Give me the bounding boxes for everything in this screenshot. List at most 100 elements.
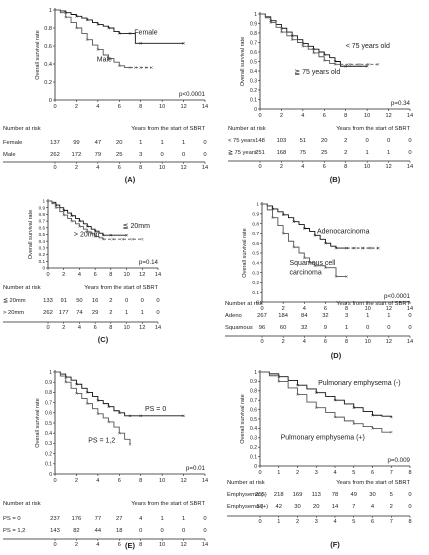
censor-mark	[85, 391, 89, 394]
x-tick-label: 6	[371, 470, 374, 476]
risk-value: 74	[76, 310, 83, 316]
x-axis-label: Years from the start of SBRT	[131, 501, 205, 507]
y-tick-label: 0.6	[250, 50, 257, 56]
risk-value: 0	[156, 298, 159, 304]
x-tick-label: 8	[408, 470, 411, 476]
risk-value: 103	[277, 138, 287, 144]
risk-value: 1	[161, 516, 164, 522]
series-label: carcinoma	[289, 270, 321, 277]
risk-row-label: Adeno	[225, 313, 242, 319]
risk-axis-tick-label: 8	[344, 164, 347, 170]
risk-value: 20	[313, 504, 319, 510]
censor-mark	[277, 380, 281, 383]
y-tick-label: 0.8	[250, 389, 257, 395]
risk-value: 251	[255, 150, 265, 156]
y-tick-label: 0.1	[250, 97, 257, 103]
risk-value: 60	[280, 325, 286, 331]
censor-mark	[333, 62, 337, 66]
risk-axis-tick-label: 0	[53, 165, 56, 171]
risk-axis-tick-label: 6	[371, 519, 374, 525]
censor-mark	[367, 62, 370, 66]
censor-mark	[140, 237, 144, 241]
series-label: Female	[134, 29, 157, 36]
y-tick-label: 0.8	[252, 221, 259, 227]
censor-mark	[128, 414, 132, 418]
risk-value: 51	[300, 138, 306, 144]
risk-value: 148	[255, 138, 265, 144]
y-tick-label: 0	[254, 464, 257, 470]
risk-value: 99	[73, 140, 79, 146]
censor-mark	[292, 245, 296, 249]
risk-axis-tick-label: 6	[94, 325, 97, 331]
y-axis-label: Overall survival rate	[35, 398, 41, 447]
x-tick-label: 6	[118, 478, 121, 484]
censor-mark	[301, 44, 305, 48]
y-axis-label: Overall survival rate	[28, 210, 34, 259]
y-tick-label: 0.3	[250, 436, 257, 442]
censor-mark	[357, 62, 361, 66]
p-value: p=0.009	[387, 457, 410, 464]
risk-value: 0	[366, 138, 369, 144]
series-label: Pulmonary emphysema (-)	[318, 380, 400, 387]
censor-mark	[125, 233, 128, 237]
x-tick-label: 10	[159, 478, 165, 484]
risk-table-title: Number at risk	[228, 126, 266, 132]
panel-c: 00.10.20.30.40.50.60.70.80.910 2 4 6 8 10 12 14…	[3, 199, 161, 344]
risk-value: 16	[92, 298, 98, 304]
risk-value: 32	[322, 313, 328, 319]
y-tick-label: 0.3	[45, 441, 52, 447]
y-tick-label: 0.9	[252, 211, 259, 217]
x-tick-label: 14	[155, 272, 161, 278]
series-line	[55, 9, 184, 44]
p-value: p<0.0001	[384, 293, 411, 300]
panel-label: (A)	[125, 175, 136, 184]
y-tick-label: 0.5	[250, 417, 257, 423]
risk-row-label: < 75 years	[228, 138, 255, 144]
risk-value: 75	[300, 150, 306, 156]
censor-mark	[62, 209, 66, 212]
risk-value: 30	[369, 492, 375, 498]
censor-mark	[389, 415, 393, 419]
risk-value: 1	[125, 310, 128, 316]
y-tick-label: 1	[42, 199, 45, 204]
panel-e: 00.10.20.30.40.50.60.70.80.910 2 4 6 8 10 12 14…	[3, 370, 208, 550]
y-tick-label: 0.5	[250, 59, 257, 65]
risk-value: 0	[408, 325, 411, 331]
series-label: PS = 0	[145, 406, 166, 413]
censor-mark	[109, 233, 113, 237]
censor-mark	[296, 393, 299, 396]
censor-mark	[302, 256, 306, 260]
risk-value: 2	[344, 138, 347, 144]
x-axis-label: Years from the start of SBRT	[131, 126, 205, 132]
risk-value: 29	[92, 310, 98, 316]
x-tick-label: 2	[62, 272, 65, 278]
x-axis-label: Years from the start of SBRT	[336, 301, 410, 307]
x-tick-label: 0	[53, 478, 56, 484]
series-label: Adenocarcinoma	[317, 228, 370, 235]
risk-value: 143	[50, 528, 60, 534]
y-tick-label: 0.2	[250, 445, 257, 451]
censor-mark	[96, 48, 100, 51]
risk-axis-tick-label: 2	[280, 164, 283, 170]
censor-mark	[302, 227, 306, 230]
y-tick-label: 0.8	[44, 26, 52, 32]
risk-value: 4	[139, 516, 143, 522]
risk-value: 78	[332, 492, 338, 498]
risk-row-label: Female	[3, 140, 22, 146]
risk-value: 1	[182, 516, 185, 522]
censor-mark	[121, 237, 125, 241]
x-tick-label: 12	[139, 272, 145, 278]
censor-mark	[352, 406, 356, 410]
y-tick-label: 0.8	[39, 212, 46, 217]
censor-mark	[376, 62, 380, 66]
risk-value: 1	[141, 310, 144, 316]
risk-value: 1	[366, 313, 369, 319]
censor-mark	[117, 32, 121, 35]
risk-value: 0	[182, 528, 185, 534]
x-tick-label: 10	[365, 306, 371, 312]
y-tick-label: 0.5	[45, 421, 52, 427]
risk-value: 30	[294, 504, 300, 510]
risk-value: 172	[72, 152, 82, 158]
y-tick-label: 0	[49, 98, 52, 104]
